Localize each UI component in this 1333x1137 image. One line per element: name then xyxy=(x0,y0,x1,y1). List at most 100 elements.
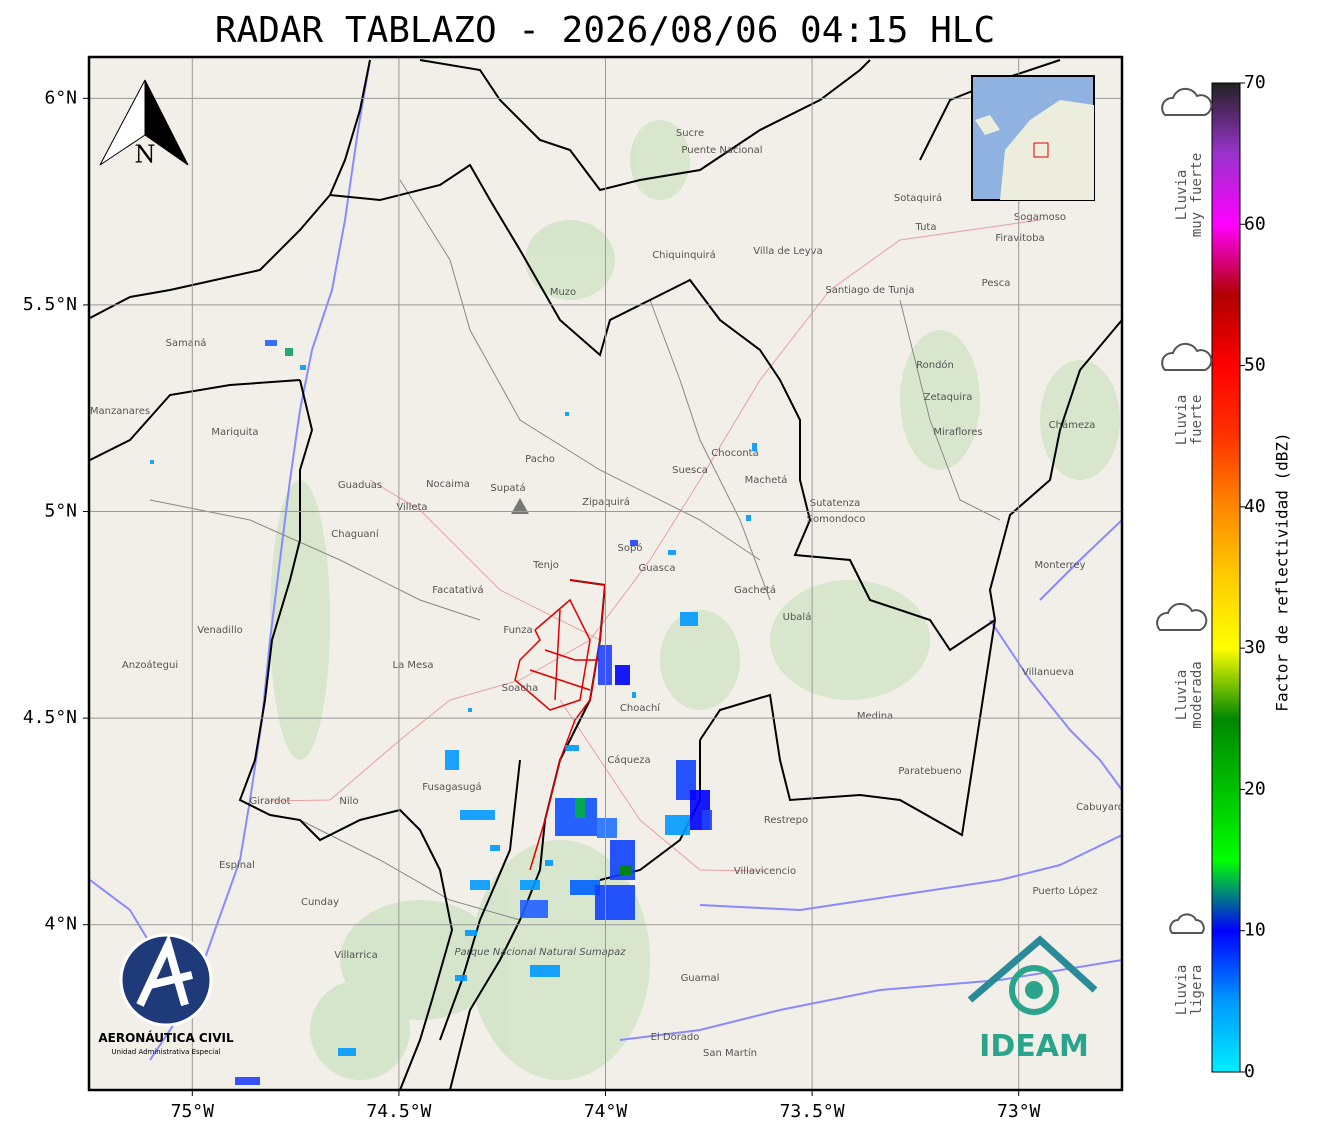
lon-tick-label: 74.5°W xyxy=(366,1101,431,1122)
echo-cell xyxy=(460,810,495,820)
place-label: Guaduas xyxy=(338,480,382,491)
place-label: Chámeza xyxy=(1049,419,1096,431)
echo-cell xyxy=(665,815,690,835)
axes: 75°W 74.5°W 74°W 73.5°W 73°W 6°N 5.5°N 5°N 4.5°N… xyxy=(23,87,1041,1122)
colorbar-tick-label: 0 xyxy=(1244,1061,1255,1082)
place-label: Puente Nacional xyxy=(681,145,762,156)
echo-cell xyxy=(445,750,459,770)
colorbar-tick-label: 20 xyxy=(1244,778,1266,799)
ideam-logo: IDEAM xyxy=(967,935,1098,1064)
place-label: Chaguaní xyxy=(331,528,380,540)
echo-cell xyxy=(702,810,712,830)
place-label: Tenjo xyxy=(532,560,559,571)
place-label: Muzo xyxy=(550,287,576,298)
place-label: Soacha xyxy=(502,683,539,694)
colorbar-ticks: 0 10 20 30 40 50 60 70 xyxy=(1240,72,1266,1082)
place-label: Monterrey xyxy=(1034,560,1085,571)
place-label: Villeta xyxy=(396,502,427,513)
place-label: Miraflores xyxy=(933,427,982,438)
colorbar-tick-label: 30 xyxy=(1244,637,1266,658)
place-label: Cáqueza xyxy=(607,754,650,766)
place-label: Manzanares xyxy=(90,406,150,417)
lat-tick-label: 6°N xyxy=(44,87,77,108)
rain-level-label: moderada xyxy=(1189,661,1205,728)
rain-level-label: muy fuerte xyxy=(1189,153,1205,237)
place-label: Cunday xyxy=(301,897,339,908)
lon-tick-label: 75°W xyxy=(171,1101,215,1122)
rain-level-label: fuerte xyxy=(1189,395,1205,446)
rain-level-label: Lluvia xyxy=(1174,670,1190,721)
place-label: Villarrica xyxy=(334,950,378,961)
radar-echoes xyxy=(150,340,757,1085)
place-label: Samaná xyxy=(166,337,207,349)
echo-cell xyxy=(465,930,477,936)
place-label: Restrepo xyxy=(764,815,808,826)
place-label: Chiquinquirá xyxy=(652,249,716,261)
colorbar-tick-label: 70 xyxy=(1244,72,1266,93)
lon-tick-label: 73.5°W xyxy=(780,1101,845,1122)
municipal-borders xyxy=(149,179,1001,921)
echo-cell xyxy=(545,860,553,866)
echo-cell xyxy=(746,515,751,521)
aerocivil-subtitle: Unidad Administrativa Especial xyxy=(112,1048,221,1056)
colorbar-tick-label: 50 xyxy=(1244,355,1266,376)
title: RADAR TABLAZO - 2026/08/06 04:15 HLC xyxy=(215,10,995,51)
place-label: Funza xyxy=(503,625,532,636)
rain-level-label: Lluvia xyxy=(1174,965,1190,1016)
place-label: Chocontá xyxy=(711,447,758,459)
echo-cell xyxy=(632,692,636,698)
place-label: Espinal xyxy=(219,860,255,871)
echo-cell xyxy=(530,965,560,977)
place-label: Ubalá xyxy=(783,611,812,623)
echo-cell xyxy=(680,612,698,626)
lat-tick-label: 5.5°N xyxy=(23,294,77,315)
echo-cell xyxy=(150,460,154,464)
place-label: Puerto López xyxy=(1033,885,1098,897)
colorbar-label: Factor de reflectividad (dBZ) xyxy=(1273,432,1292,711)
place-label: Villa de Leyva xyxy=(753,246,822,257)
place-label: Santiago de Tunja xyxy=(825,285,914,296)
echo-cell xyxy=(490,845,500,851)
place-label: Pesca xyxy=(982,278,1011,289)
echo-cell xyxy=(595,885,635,920)
echo-cell xyxy=(520,880,540,890)
place-label: Somondoco xyxy=(807,514,866,525)
map: Sucre Puente Nacional Chiquinquirá Muzo Vill… xyxy=(89,57,1124,1090)
place-label: Villavicencio xyxy=(734,866,796,877)
echo-cell xyxy=(620,865,632,875)
aerocivil-name: AERONÁUTICA CIVIL xyxy=(98,1030,234,1045)
colorbar xyxy=(1211,82,1241,1073)
place-label: Medina xyxy=(857,711,893,722)
echo-cell xyxy=(285,348,293,356)
echo-cell xyxy=(468,708,472,712)
place-label: Paratebueno xyxy=(898,766,961,777)
place-label: Tuta xyxy=(915,222,937,233)
lon-tick-label: 74°W xyxy=(584,1101,628,1122)
echo-cell xyxy=(597,818,617,838)
echo-cell xyxy=(265,340,277,346)
place-label: Suesca xyxy=(672,465,708,476)
place-label: La Mesa xyxy=(393,660,434,671)
place-label: San Martín xyxy=(703,1047,757,1059)
place-label: Sutatenza xyxy=(810,498,861,509)
echo-cell xyxy=(668,550,676,555)
north-arrow: N xyxy=(99,79,189,169)
rain-level-label: ligera xyxy=(1189,965,1205,1016)
echo-cell xyxy=(615,665,630,685)
echo-cell xyxy=(300,365,306,370)
place-label: Cabuyaro xyxy=(1076,802,1124,813)
place-label: Nilo xyxy=(339,796,358,807)
place-label: Machetá xyxy=(745,474,788,486)
echo-cell xyxy=(455,975,467,981)
place-label: Sotaquirá xyxy=(894,192,942,204)
rain-level-label: Lluvia xyxy=(1174,395,1190,446)
park-label: Parque Nacional Natural Sumapaz xyxy=(454,947,626,958)
bogota-localities xyxy=(514,579,606,871)
inset-map xyxy=(971,75,1095,201)
echo-cell xyxy=(570,880,600,895)
place-label: Gachetá xyxy=(734,584,776,596)
north-label: N xyxy=(135,141,156,169)
aerocivil-logo: AERONÁUTICA CIVIL Unidad Administrativa … xyxy=(98,933,234,1056)
